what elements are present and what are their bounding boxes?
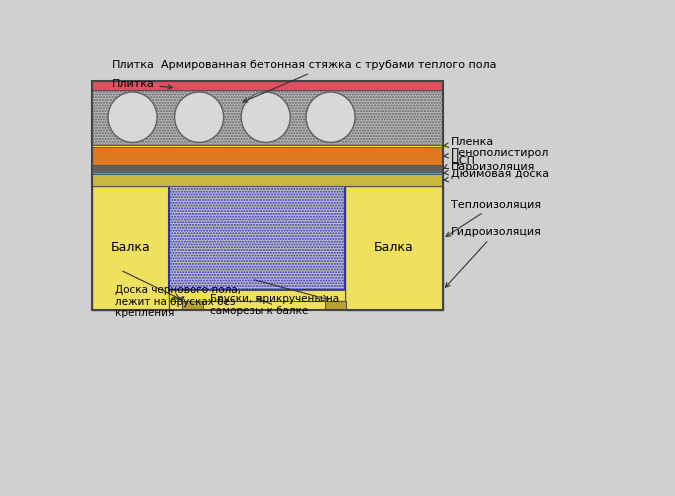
- Bar: [92, 80, 443, 310]
- Text: Пароизоляция: Пароизоляция: [444, 162, 535, 175]
- Text: Доска чернового пола,
лежит на брусках без
крепления: Доска чернового пола, лежит на брусках б…: [115, 285, 241, 318]
- Bar: [92, 90, 443, 145]
- Text: Дюймовая доска: Дюймовая доска: [444, 170, 549, 182]
- Ellipse shape: [306, 92, 355, 142]
- Bar: [325, 301, 346, 310]
- Ellipse shape: [241, 92, 290, 142]
- Text: Бруски, прикручены на
саморезы к балке: Бруски, прикручены на саморезы к балке: [210, 295, 339, 316]
- Bar: [92, 186, 169, 310]
- Text: Балка: Балка: [374, 242, 414, 254]
- Bar: [344, 186, 443, 310]
- Text: Плитка: Плитка: [111, 60, 155, 70]
- Text: Плитка: Плитка: [111, 79, 172, 89]
- Ellipse shape: [175, 92, 223, 142]
- Text: Пленка: Пленка: [444, 137, 494, 147]
- Text: Теплоизоляция: Теплоизоляция: [446, 199, 541, 237]
- Text: Гидроизоляция: Гидроизоляция: [446, 227, 541, 287]
- Bar: [92, 172, 443, 175]
- Ellipse shape: [108, 92, 157, 142]
- Text: Балка: Балка: [111, 242, 151, 254]
- Bar: [169, 186, 344, 290]
- Bar: [92, 80, 443, 90]
- Bar: [92, 80, 443, 310]
- Text: Пенополистирол: Пенополистирол: [444, 148, 549, 158]
- Bar: [182, 301, 202, 310]
- Text: Армированная бетонная стяжка с трубами теплого пола: Армированная бетонная стяжка с трубами т…: [161, 60, 496, 102]
- Text: ЦСП: ЦСП: [444, 155, 475, 169]
- Bar: [92, 175, 443, 186]
- Bar: [92, 147, 443, 165]
- Bar: [92, 145, 443, 147]
- Bar: [92, 165, 443, 172]
- Bar: [169, 290, 344, 301]
